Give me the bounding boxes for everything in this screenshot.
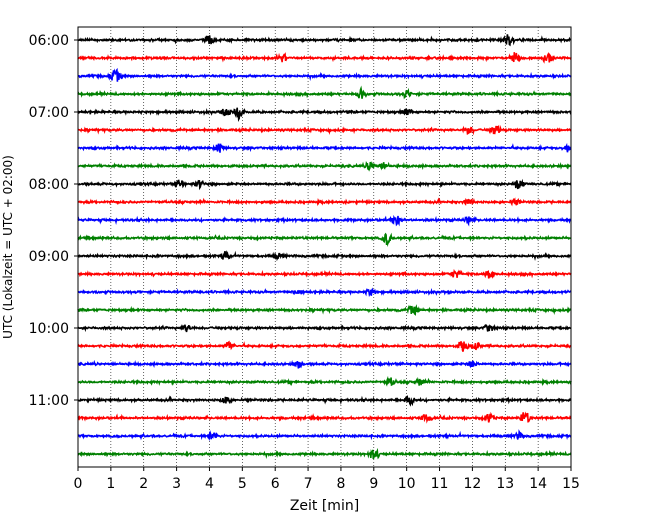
x-tick-label-15: 15 — [562, 476, 580, 492]
trace-1100 — [77, 394, 572, 407]
trace-0615 — [77, 51, 572, 64]
x-tick-label-13: 13 — [496, 476, 514, 492]
trace-0915 — [77, 268, 572, 279]
y-axis-label: UTC (Lokalzeit = UTC + 02:00) — [1, 155, 15, 339]
trace-0815 — [78, 197, 572, 207]
x-tick-label-3: 3 — [172, 476, 181, 492]
trace-group — [77, 34, 572, 460]
trace-1030 — [77, 359, 572, 369]
trace-0830 — [77, 214, 572, 227]
x-tick-label-7: 7 — [304, 476, 313, 492]
x-tick-label-0: 0 — [74, 476, 83, 492]
trace-1045 — [77, 375, 572, 387]
trace-0600 — [77, 34, 571, 47]
y-tick-label-1: 07:00 — [29, 105, 69, 121]
x-tick-label-10: 10 — [398, 476, 416, 492]
y-tick-label-2: 08:00 — [29, 177, 69, 193]
trace-1130 — [77, 429, 572, 442]
x-tick-label-11: 11 — [431, 476, 449, 492]
x-tick-label-8: 8 — [336, 476, 345, 492]
trace-0645 — [77, 85, 572, 100]
x-axis: 0 1 2 3 4 5 6 7 8 9 10 11 12 13 14 15 — [74, 467, 580, 492]
trace-1145 — [77, 447, 572, 460]
x-tick-label-14: 14 — [529, 476, 547, 492]
y-tick-label-5: 11:00 — [29, 393, 69, 409]
x-tick-label-6: 6 — [271, 476, 280, 492]
trace-0715 — [78, 124, 572, 136]
trace-0930 — [77, 287, 572, 298]
x-tick-label-5: 5 — [238, 476, 247, 492]
trace-0745 — [77, 160, 572, 172]
trace-0700 — [77, 107, 572, 123]
y-tick-label-0: 06:00 — [29, 33, 69, 49]
trace-0900 — [77, 250, 572, 262]
y-tick-label-4: 10:00 — [29, 321, 69, 337]
trace-0730 — [77, 142, 572, 153]
x-tick-label-2: 2 — [139, 476, 148, 492]
trace-1000 — [77, 323, 572, 333]
x-tick-label-12: 12 — [463, 476, 481, 492]
trace-1115 — [77, 411, 572, 424]
y-tick-label-3: 09:00 — [29, 249, 69, 265]
y-axis: 06:00 07:00 08:00 09:00 10:00 11:00 — [29, 33, 78, 409]
trace-0945 — [77, 304, 572, 316]
x-axis-label: Zeit [min] — [290, 498, 359, 514]
trace-0630 — [77, 67, 572, 82]
grid-lines — [110, 27, 539, 467]
x-tick-label-1: 1 — [106, 476, 115, 492]
trace-0845 — [77, 232, 572, 247]
trace-1015 — [77, 340, 572, 352]
plot-frame — [77, 26, 572, 468]
trace-0800 — [77, 178, 572, 191]
x-tick-label-9: 9 — [369, 476, 378, 492]
x-tick-label-4: 4 — [205, 476, 214, 492]
